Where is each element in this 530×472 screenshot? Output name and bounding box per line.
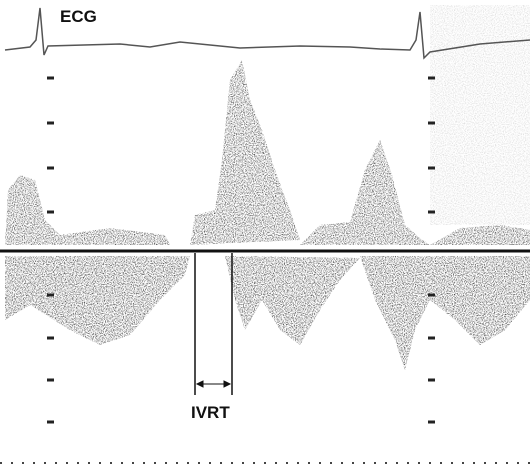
- flow-above: [5, 60, 530, 245]
- ivrt-label: IVRT: [191, 403, 230, 422]
- ivrt-marker: [194, 253, 233, 395]
- ecg-trace: [4, 7, 530, 60]
- ecg-label: ECG: [60, 7, 97, 26]
- depth-ticks: [47, 76, 435, 424]
- flow-below: [5, 256, 530, 370]
- noise: [430, 5, 530, 225]
